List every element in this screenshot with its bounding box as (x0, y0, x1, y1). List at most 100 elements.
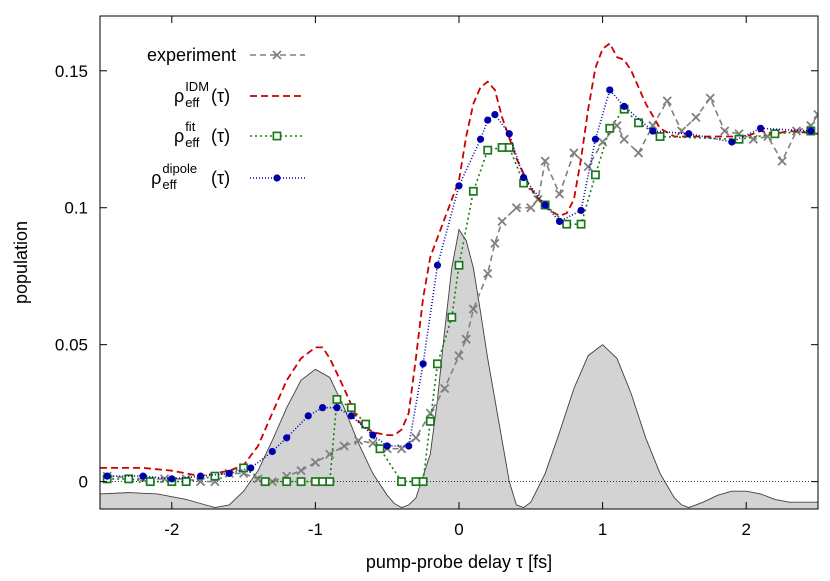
data-point-rho-dipole (347, 412, 355, 420)
data-point-experiment (813, 109, 818, 120)
data-point-rho-dipole (225, 469, 233, 477)
legend-marker (272, 50, 282, 60)
data-point-rho-fit (239, 463, 249, 473)
data-point-experiment (569, 148, 579, 158)
data-point-rho-dipole (103, 472, 111, 480)
data-point-rho-dipole (620, 102, 628, 110)
data-point-experiment (353, 435, 364, 446)
data-point-rho-dipole (333, 404, 341, 412)
data-point-rho-fit (411, 477, 421, 487)
data-point-experiment (425, 408, 435, 418)
data-point-rho-dipole (577, 206, 585, 215)
data-point-rho-fit (447, 312, 457, 322)
series-line-rho-idm (100, 42, 818, 478)
data-point-experiment (526, 203, 536, 213)
data-point-experiment (748, 134, 759, 144)
legend-label-arg: (τ) (211, 86, 230, 106)
y-axis-label: population (11, 221, 31, 304)
data-point-rho-dipole (555, 217, 564, 226)
data-point-rho-fit (497, 143, 507, 152)
legend-label-arg: (τ) (211, 126, 230, 146)
x-tick-label: 0 (454, 520, 463, 539)
pulse-envelope-layer (100, 228, 818, 509)
data-point-rho-dipole (304, 412, 312, 420)
data-point-rho-fit (433, 359, 442, 369)
data-point-rho-dipole (476, 135, 485, 143)
legend-marker (273, 174, 281, 182)
x-axis-label: pump-probe delay τ [fs] (366, 552, 552, 572)
data-point-rho-fit (260, 477, 270, 487)
legend-label-sub: eff (185, 95, 200, 110)
y-tick-label: 0.15 (55, 62, 88, 81)
data-point-rho-dipole (649, 127, 657, 135)
data-point-rho-fit (504, 143, 514, 152)
legend-label-arg: (τ) (211, 168, 230, 188)
legend-label: experiment (147, 45, 236, 65)
data-point-rho-fit (770, 129, 780, 139)
data-point-experiment (597, 137, 608, 147)
data-point-rho-fit (332, 394, 342, 404)
data-point-rho-fit (454, 260, 464, 270)
data-point-experiment (497, 216, 507, 227)
data-point-rho-dipole (591, 135, 600, 143)
data-point-experiment (325, 449, 335, 459)
legend-label-sub: eff (185, 135, 200, 150)
data-point-rho-dipole (405, 442, 413, 450)
data-point-experiment (777, 156, 787, 166)
data-point-experiment (483, 268, 493, 279)
data-point-rho-fit (346, 403, 356, 413)
x-tick-label: 2 (741, 520, 750, 539)
legend-label-sup: IDM (185, 79, 209, 94)
data-point-rho-fit (282, 477, 292, 487)
data-point-rho-dipole (383, 442, 391, 450)
data-point-experiment (619, 134, 629, 144)
data-point-experiment (720, 126, 730, 136)
data-point-experiment (310, 457, 321, 468)
data-point-rho-dipole (756, 124, 765, 132)
pulse-envelope-outline (100, 228, 818, 509)
data-point-experiment (490, 238, 500, 248)
data-point-rho-fit (562, 219, 572, 229)
series-layer (100, 42, 818, 487)
data-point-rho-fit (124, 474, 134, 484)
data-point-rho-fit (734, 134, 744, 144)
x-tick-label: 1 (598, 520, 607, 539)
data-point-experiment (339, 441, 349, 451)
data-point-rho-fit (655, 132, 665, 141)
data-point-rho-fit (590, 170, 600, 180)
data-point-experiment (253, 474, 263, 484)
legend-entry-experiment: experiment (147, 45, 305, 65)
data-point-experiment (691, 112, 701, 122)
data-point-rho-dipole (433, 261, 442, 269)
legend-label-sup: fit (185, 119, 196, 134)
data-point-experiment (540, 156, 550, 166)
data-point-rho-dipole (369, 431, 377, 439)
data-point-experiment (454, 350, 464, 361)
data-point-rho-fit (325, 477, 335, 487)
data-point-experiment (440, 383, 450, 394)
data-point-experiment (612, 120, 622, 131)
data-point-rho-dipole (484, 116, 492, 124)
data-point-rho-dipole (541, 201, 549, 209)
data-point-experiment (511, 203, 522, 213)
data-point-rho-fit (397, 477, 407, 487)
data-point-rho-dipole (247, 464, 255, 472)
y-tick-label: 0 (79, 473, 88, 492)
y-tick-label: 0.05 (55, 336, 88, 355)
data-point-rho-dipole (685, 130, 693, 138)
data-point-rho-fit (468, 186, 478, 196)
data-point-experiment (411, 433, 421, 443)
data-point-experiment (662, 96, 672, 106)
data-point-experiment (468, 304, 478, 314)
data-point-rho-dipole (168, 475, 176, 483)
data-point-rho-fit (605, 123, 615, 133)
data-point-experiment (554, 189, 565, 199)
axis-ticks: -2 -1 0 1 2 0 0.05 0.1 0.15 (55, 16, 818, 539)
data-point-rho-fit (210, 471, 220, 481)
data-point-rho-fit (483, 145, 493, 155)
pulse-envelope-fill (100, 229, 818, 509)
